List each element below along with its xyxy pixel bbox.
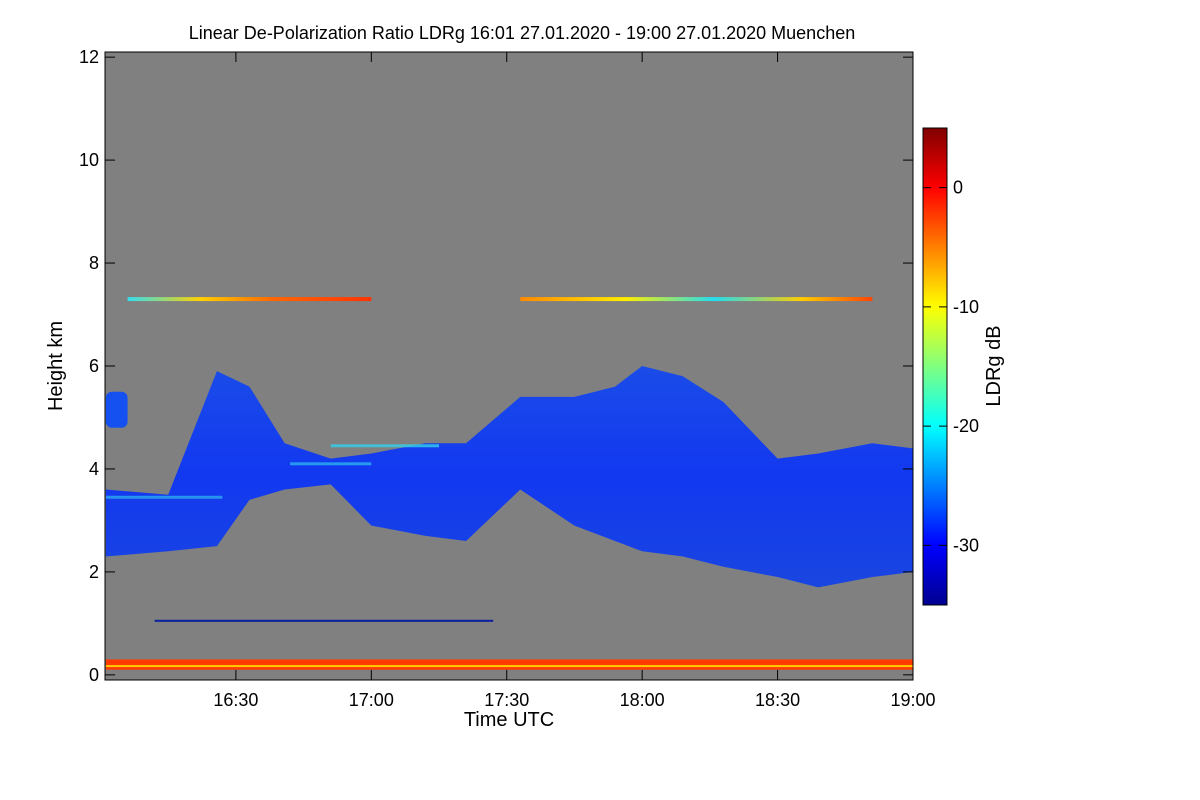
cirrus-streak <box>127 297 372 302</box>
colorbar-label: LDRg dB <box>983 325 1005 406</box>
y-tick-label: 12 <box>79 47 99 67</box>
y-tick-label: 2 <box>89 562 99 582</box>
y-tick-label: 10 <box>79 150 99 170</box>
x-tick-label: 18:00 <box>620 690 665 710</box>
x-tick-label: 17:30 <box>484 690 529 710</box>
colorbar: 0 -10 -20 -30 LDRg dB <box>922 127 1005 606</box>
x-tick-label: 17:00 <box>349 690 394 710</box>
chart-title: Linear De-Polarization Ratio LDRg 16:01 … <box>189 23 855 43</box>
cloud-detail-band <box>290 462 372 466</box>
y-tick-label: 6 <box>89 356 99 376</box>
data-layer <box>105 297 913 670</box>
colorbar-tick-label: 0 <box>953 178 963 198</box>
y-tick-label: 0 <box>89 665 99 685</box>
y-tick-label: 4 <box>89 459 99 479</box>
x-axis-label: Time UTC <box>464 709 554 731</box>
x-tick-label: 18:30 <box>755 690 800 710</box>
colorbar-tick-label: -20 <box>953 416 979 436</box>
colorbar-tick-label: -10 <box>953 297 979 317</box>
colorbar-gradient <box>922 127 948 606</box>
surface-signal-band <box>105 659 913 670</box>
x-tick-label: 19:00 <box>890 690 935 710</box>
x-axis: 16:30 17:00 17:30 18:00 18:30 19:00 <box>213 52 936 710</box>
cloud-detail-band <box>330 444 440 448</box>
plot-area: 16:30 17:00 17:30 18:00 18:30 19:00 0 2 4 6 8 10 12 <box>79 47 936 710</box>
y-tick-label: 8 <box>89 253 99 273</box>
surface-signal-stripe <box>105 665 913 668</box>
faint-line <box>154 619 494 622</box>
cloud-detail-band <box>105 495 223 499</box>
cirrus-streak <box>520 297 873 302</box>
colorbar-tick-label: -30 <box>953 535 979 555</box>
x-tick-label: 16:30 <box>213 690 258 710</box>
cloud-layer <box>105 366 913 588</box>
plot-background <box>105 52 913 680</box>
colorbar-ticks: 0 -10 -20 -30 <box>923 178 979 555</box>
upper-cloud-patch <box>105 391 128 428</box>
y-axis: 0 2 4 6 8 10 12 <box>79 47 913 685</box>
y-axis-label: Height km <box>45 321 67 411</box>
